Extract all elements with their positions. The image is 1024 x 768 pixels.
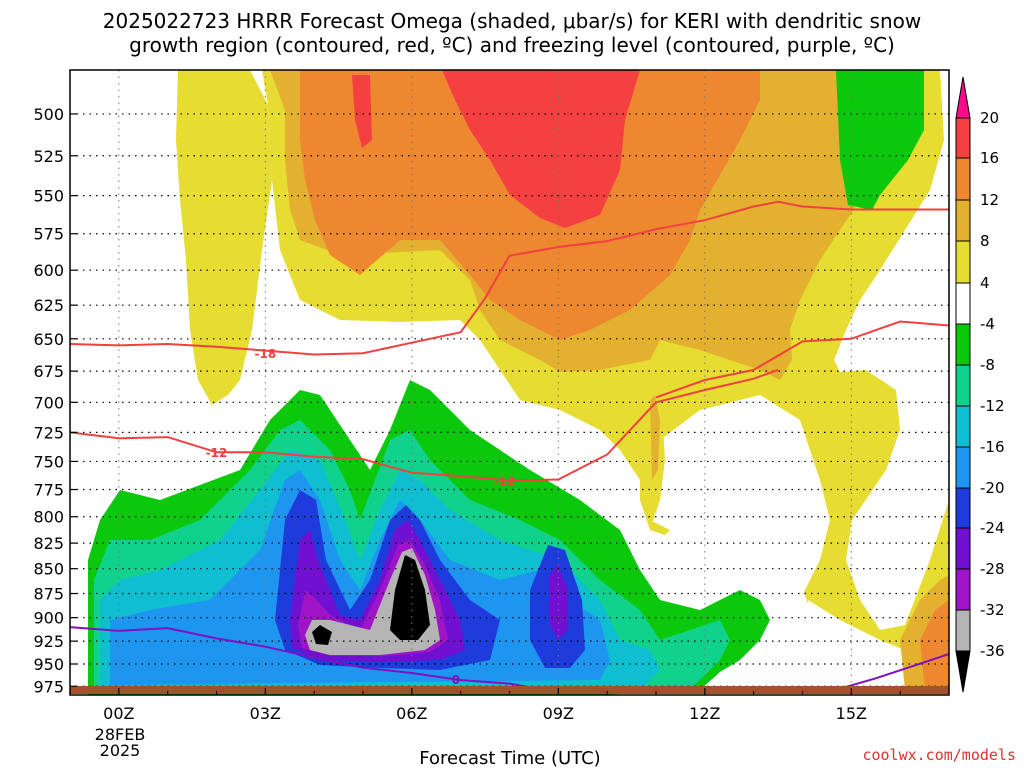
grid — [70, 70, 949, 695]
colorbar-segment — [955, 568, 971, 611]
y-tick-label: 525 — [33, 147, 64, 166]
colorbar-tick-label: 20 — [980, 109, 999, 127]
y-tick-label: 925 — [33, 632, 64, 651]
y-tick-label: 500 — [33, 105, 64, 124]
ground-strip — [70, 686, 949, 694]
freezing-level-line — [70, 626, 559, 694]
y-tick-label: 900 — [33, 609, 64, 628]
colorbar-tick-label: 12 — [980, 191, 999, 209]
colorbar-segment — [955, 157, 971, 201]
x-tick-label: 06Z — [396, 704, 427, 723]
colorbar-tick-label: 4 — [980, 274, 990, 292]
omega-region-pos16-a — [442, 70, 640, 228]
colorbar-segment — [955, 609, 971, 652]
contour-label: -12 — [206, 446, 228, 460]
y-tick-label: 650 — [33, 330, 64, 349]
y-tick-label: 950 — [33, 655, 64, 674]
site-credit: coolwx.com/models — [862, 746, 1016, 764]
colorbar-segment — [955, 527, 971, 570]
colorbar-segment — [955, 405, 971, 448]
colorbar-cap-bottom — [955, 650, 971, 693]
colorbar-cap-top — [955, 76, 971, 119]
colorbar-tick-label: 8 — [980, 232, 990, 250]
omega-region-neg8-upper — [836, 70, 924, 210]
y-tick-label: 700 — [33, 393, 64, 412]
colorbar-tick-label: -28 — [980, 560, 1005, 578]
y-tick-label: 850 — [33, 560, 64, 579]
y-tick-label: 625 — [33, 296, 64, 315]
omega-shading — [88, 70, 949, 695]
y-tick-label: 675 — [33, 362, 64, 381]
y-tick-label: 550 — [33, 187, 64, 206]
x-tick-label: 03Z — [250, 704, 281, 723]
dgz-contour-line — [70, 401, 657, 482]
omega-region-neutral-lowright — [800, 600, 905, 695]
colorbar-segment — [955, 364, 971, 407]
y-tick-label: 800 — [33, 508, 64, 527]
colorbar-segment — [955, 446, 971, 489]
colorbar-tick-label: -4 — [980, 315, 995, 333]
y-tick-label: 600 — [33, 261, 64, 280]
colorbar-tick-label: -8 — [980, 356, 995, 374]
x-tick-label: 09Z — [543, 704, 574, 723]
omega-region-pos4-a — [176, 70, 272, 405]
chart-title-line1: 2025022723 HRRR Forecast Omega (shaded, … — [103, 9, 921, 33]
contour-label: 0 — [452, 673, 460, 687]
y-tick-label: 750 — [33, 452, 64, 471]
x-tick-label: 15Z — [836, 704, 867, 723]
omega-region-neutral-gap — [640, 395, 830, 640]
colorbar-segment — [955, 240, 971, 284]
x-axis: 00Z 03Z 06Z 09Z 12Z 15Z — [69, 688, 950, 723]
colorbar: 20 16 12 8 4 -4 -8 -12 -16 -20 -24 -28 -32 -36 — [955, 76, 1005, 693]
x-date-label-year: 2025 — [100, 741, 141, 760]
x-tick-label: 12Z — [689, 704, 720, 723]
colorbar-tick-label: -24 — [980, 519, 1005, 537]
colorbar-segment — [955, 282, 971, 325]
contour-lines: -18 -12 -12 0 — [70, 200, 949, 694]
x-tick-label: 00Z — [103, 704, 134, 723]
omega-region-pos12-right — [920, 600, 949, 690]
contour-label: -12 — [494, 475, 516, 489]
colorbar-tick-label: -16 — [980, 438, 1005, 456]
contour-label: -18 — [254, 347, 276, 361]
dgz-contour-line — [655, 368, 779, 404]
y-axis: 500 525 550 575 600 625 650 675 700 725 750 775 800 8… — [33, 105, 77, 696]
y-tick-label: 775 — [33, 481, 64, 500]
colorbar-segment — [955, 487, 971, 529]
colorbar-segment — [955, 199, 971, 242]
omega-region-neg36-core — [312, 555, 430, 645]
colorbar-tick-label: -20 — [980, 479, 1005, 497]
y-tick-label: 825 — [33, 534, 64, 553]
y-tick-label: 975 — [33, 677, 64, 696]
omega-region-pos16-b — [352, 75, 372, 148]
y-tick-label: 875 — [33, 585, 64, 604]
dgz-contour-line — [655, 320, 949, 399]
colorbar-segment — [955, 323, 971, 366]
omega-region-pos8-c — [650, 395, 660, 480]
colorbar-tick-label: -36 — [980, 642, 1005, 660]
colorbar-segment — [955, 117, 971, 159]
freezing-level-line — [826, 653, 949, 694]
colorbar-tick-label: -32 — [980, 601, 1005, 619]
y-tick-label: 725 — [33, 423, 64, 442]
colorbar-tick-label: -12 — [980, 397, 1005, 415]
dgz-contour-line — [70, 200, 949, 356]
colorbar-tick-label: 16 — [980, 149, 999, 167]
chart-title-line2: growth region (contoured, red, ºC) and f… — [129, 33, 895, 57]
x-axis-label: Forecast Time (UTC) — [419, 748, 600, 768]
y-tick-label: 575 — [33, 225, 64, 244]
x-date-label-day: 28FEB — [95, 725, 146, 744]
